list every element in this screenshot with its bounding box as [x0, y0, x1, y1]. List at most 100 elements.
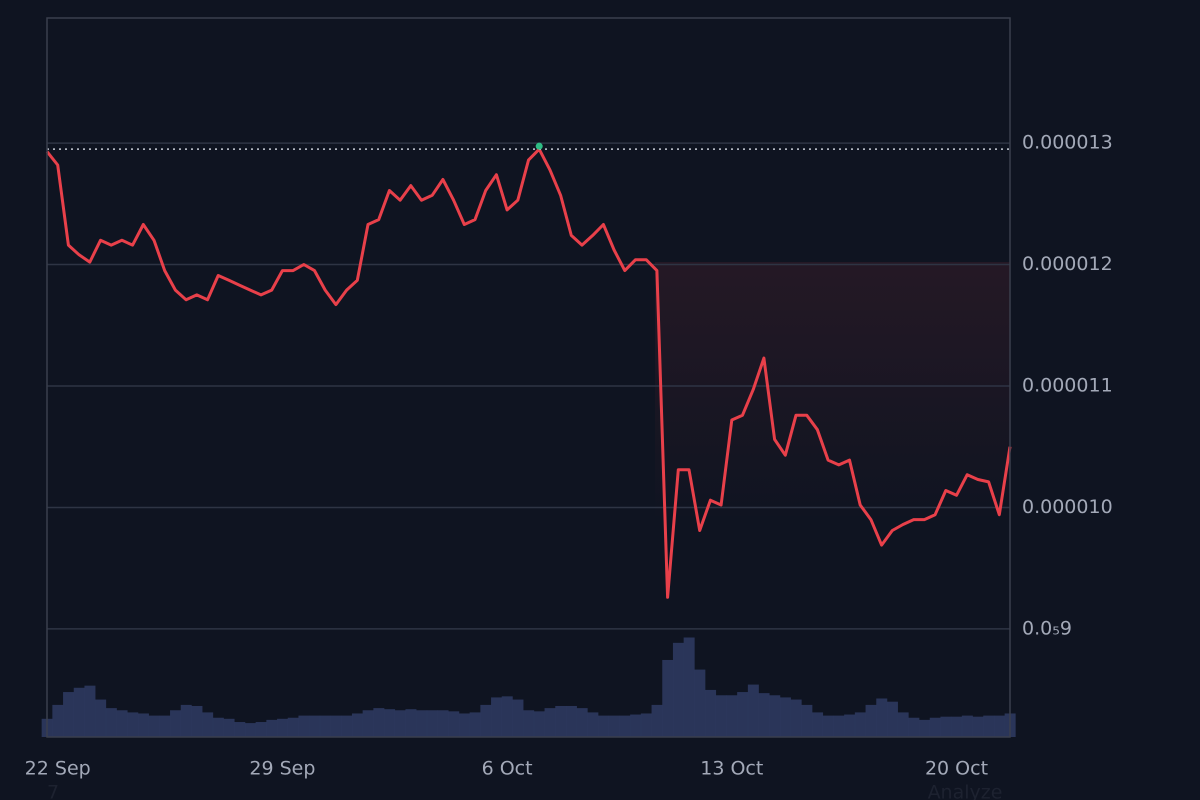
volume-bar — [234, 722, 246, 737]
volume-bar — [170, 710, 182, 737]
x-tick-label: 6 Oct — [482, 758, 533, 780]
peak-dot — [535, 142, 543, 150]
volume-bar — [384, 709, 396, 737]
volume-bar — [651, 704, 663, 737]
volume-bar — [330, 715, 342, 737]
y-tick-label: 0.0₅9 — [1022, 617, 1072, 639]
x-tick-label: 22 Sep — [25, 758, 91, 780]
volume-bar — [812, 712, 824, 737]
volume-bar — [159, 715, 171, 737]
volume-bar — [683, 637, 695, 737]
x-tick-label: 29 Sep — [249, 758, 315, 780]
y-tick-label: 0.000010 — [1022, 496, 1113, 518]
x-tick-label: 20 Oct — [925, 758, 988, 780]
volume-bar — [244, 723, 256, 737]
volume-bar — [854, 712, 866, 737]
volume-bar — [565, 705, 577, 737]
volume-bar — [715, 695, 727, 737]
volume-bar — [523, 710, 535, 737]
volume-bar — [437, 710, 449, 737]
volume-bar — [598, 715, 610, 737]
volume-bar — [555, 705, 567, 737]
volume-bar — [266, 719, 278, 737]
volume-bar — [319, 715, 331, 737]
volume-bar — [63, 692, 75, 737]
volume-bar — [865, 704, 877, 737]
volume-bar — [940, 716, 952, 737]
volume-bar — [779, 697, 791, 737]
volume-bar — [223, 718, 235, 737]
volume-bar — [972, 716, 984, 737]
y-tick-label: 0.000012 — [1022, 253, 1113, 275]
volume-bar — [822, 715, 834, 737]
volume-bar — [309, 715, 321, 737]
y-tick-label: 0.000011 — [1022, 375, 1113, 397]
volume-bar — [919, 719, 931, 737]
volume-bar — [298, 715, 310, 737]
volume-bar — [416, 710, 428, 737]
volume-bar — [341, 715, 353, 737]
volume-bar — [533, 711, 545, 737]
volume-bar — [52, 704, 64, 737]
volume-bar — [458, 713, 470, 737]
volume-bar — [362, 710, 374, 737]
volume-bar — [619, 715, 631, 737]
volume-bar — [480, 704, 492, 737]
volume-bar — [608, 715, 620, 737]
footer-left: 7 — [47, 782, 59, 800]
volume-bar — [790, 699, 802, 737]
volume-bar — [373, 708, 385, 737]
volume-bar — [501, 696, 513, 737]
volume-bar — [405, 709, 417, 737]
volume-bar — [148, 715, 160, 737]
volume-bar — [351, 713, 363, 737]
volume-bar — [212, 717, 224, 737]
volume-bar — [705, 689, 717, 737]
volume-bar — [116, 710, 128, 737]
volume-bar — [737, 692, 749, 737]
volume-bar — [833, 715, 845, 737]
volume-bar — [127, 712, 139, 737]
volume-bar — [84, 685, 96, 737]
footer-right: Analyze — [928, 782, 1003, 800]
volume-bar — [726, 695, 738, 737]
volume-bar — [491, 697, 503, 737]
volume-bar — [180, 704, 192, 737]
volume-bar — [73, 687, 85, 737]
x-tick-label: 13 Oct — [700, 758, 763, 780]
volume-bar — [544, 708, 556, 737]
volume-bar — [105, 708, 117, 737]
volume-bar — [512, 699, 524, 737]
volume-bar — [137, 713, 149, 737]
volume-bar — [576, 708, 588, 737]
volume-bar — [587, 712, 599, 737]
volume-bar — [908, 717, 920, 737]
volume-bar — [202, 712, 214, 737]
volume-bar — [951, 716, 963, 737]
volume-bar — [694, 669, 706, 737]
volume-bar — [394, 710, 406, 737]
volume-bar — [469, 712, 481, 737]
volume-bar — [801, 704, 813, 737]
volume-bar — [983, 715, 995, 737]
volume-bar — [961, 715, 973, 737]
volume-bar — [255, 722, 267, 737]
volume-bar — [640, 713, 652, 737]
volume-bar — [448, 711, 460, 737]
price-line — [45, 147, 1012, 599]
volume-bar — [277, 718, 289, 737]
volume-bar — [897, 712, 909, 737]
volume-bar — [95, 699, 107, 737]
volume-bar — [662, 659, 674, 737]
volume-bar — [758, 693, 770, 737]
volume-bar — [747, 684, 759, 737]
plot-frame — [46, 17, 1011, 738]
y-tick-label: 0.000013 — [1022, 132, 1113, 154]
volume-bar — [426, 710, 438, 737]
price-shade — [655, 262, 1010, 522]
volume-bar — [993, 715, 1005, 737]
volume-bar — [191, 705, 203, 737]
